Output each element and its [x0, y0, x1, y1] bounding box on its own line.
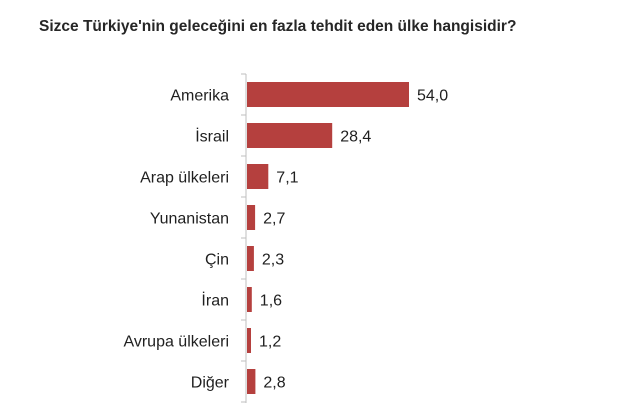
- value-label: 1,6: [260, 293, 282, 310]
- bar-2: [247, 123, 333, 148]
- bar-4: [247, 205, 256, 230]
- chart-title: Sizce Türkiye'nin geleceğini en fazla te…: [39, 18, 517, 35]
- category-label: Çin: [205, 252, 229, 269]
- value-label: 54,0: [417, 88, 448, 105]
- bar-6: [247, 287, 252, 312]
- value-label: 2,7: [263, 211, 285, 228]
- category-label: İran: [201, 291, 229, 310]
- bar-3: [247, 164, 269, 189]
- bar-1: [247, 82, 409, 107]
- category-label: Yunanistan: [150, 211, 229, 228]
- value-label: 7,1: [276, 170, 298, 187]
- category-label: Diğer: [191, 375, 230, 392]
- value-label: 1,2: [259, 334, 281, 351]
- value-label: 2,8: [263, 375, 285, 392]
- bar-7: [247, 328, 251, 353]
- category-label: Arap ülkeleri: [140, 170, 229, 187]
- category-label: Avrupa ülkeleri: [123, 334, 229, 351]
- bar-5: [247, 246, 254, 271]
- value-label: 2,3: [262, 252, 284, 269]
- category-label: Amerika: [170, 88, 229, 105]
- category-label: İsrail: [195, 127, 229, 146]
- value-label: 28,4: [340, 129, 371, 146]
- bar-8: [247, 369, 256, 394]
